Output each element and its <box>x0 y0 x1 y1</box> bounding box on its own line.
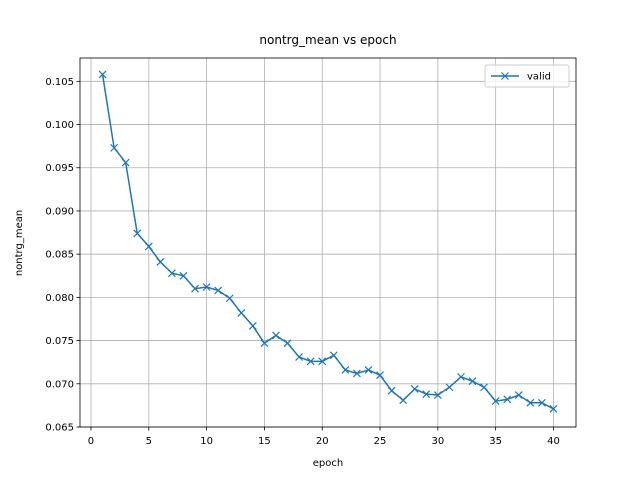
x-tick-label: 30 <box>431 436 444 447</box>
x-tick-label: 10 <box>200 436 213 447</box>
marker <box>272 331 280 340</box>
x-tick-label: 15 <box>258 436 271 447</box>
marker <box>526 398 535 407</box>
marker <box>503 395 512 404</box>
marker <box>387 386 396 395</box>
x-tick-label: 40 <box>547 436 560 447</box>
y-tick-label: 0.090 <box>45 206 74 217</box>
marker <box>214 286 223 295</box>
marker <box>410 385 419 393</box>
legend-label: valid <box>527 72 551 83</box>
marker <box>225 294 234 303</box>
x-tick-label: 5 <box>146 436 152 447</box>
marker <box>202 283 211 291</box>
y-tick-label: 0.075 <box>45 336 74 347</box>
marker <box>376 371 384 380</box>
marker <box>318 357 327 366</box>
marker <box>537 398 546 407</box>
series-line <box>101 74 554 410</box>
marker <box>468 377 477 386</box>
marker <box>283 339 292 348</box>
marker <box>491 397 500 405</box>
marker <box>306 357 315 366</box>
marker <box>514 391 523 399</box>
marker <box>191 284 199 293</box>
marker <box>248 321 257 330</box>
marker <box>352 369 361 378</box>
marker <box>445 383 454 392</box>
x-axis-label: epoch <box>313 458 343 469</box>
marker <box>237 309 246 317</box>
marker <box>167 269 176 278</box>
marker <box>433 391 442 399</box>
marker <box>422 390 431 399</box>
marker <box>121 158 130 167</box>
y-tick-label: 0.105 <box>45 77 74 88</box>
y-tick-label: 0.095 <box>45 163 74 174</box>
marker <box>133 229 142 238</box>
x-tick-label: 25 <box>374 436 387 447</box>
marker <box>341 366 350 374</box>
marker <box>501 72 509 80</box>
chart-title: nontrg_mean vs epoch <box>259 33 396 47</box>
x-tick-label: 35 <box>489 436 502 447</box>
y-tick-label: 0.080 <box>45 293 74 304</box>
axes-frame <box>79 57 577 428</box>
marker <box>480 383 489 392</box>
y-tick-label: 0.065 <box>45 423 74 434</box>
y-tick-label: 0.085 <box>45 250 74 261</box>
marker <box>329 351 338 360</box>
marker <box>399 396 408 405</box>
marker <box>98 70 107 79</box>
x-tick-label: 20 <box>316 436 329 447</box>
y-tick-label: 0.100 <box>45 120 74 131</box>
marker <box>156 258 165 266</box>
marker <box>260 339 269 348</box>
x-tick-label: 0 <box>88 436 94 447</box>
marker <box>457 372 465 381</box>
marker <box>295 353 304 361</box>
legend-box <box>484 64 570 88</box>
marker <box>144 242 153 251</box>
marker <box>364 366 373 374</box>
marker <box>549 404 558 413</box>
y-tick-label: 0.070 <box>45 379 74 390</box>
y-axis-label: nontrg_mean <box>14 210 25 276</box>
marker <box>179 271 188 280</box>
marker <box>110 143 119 152</box>
